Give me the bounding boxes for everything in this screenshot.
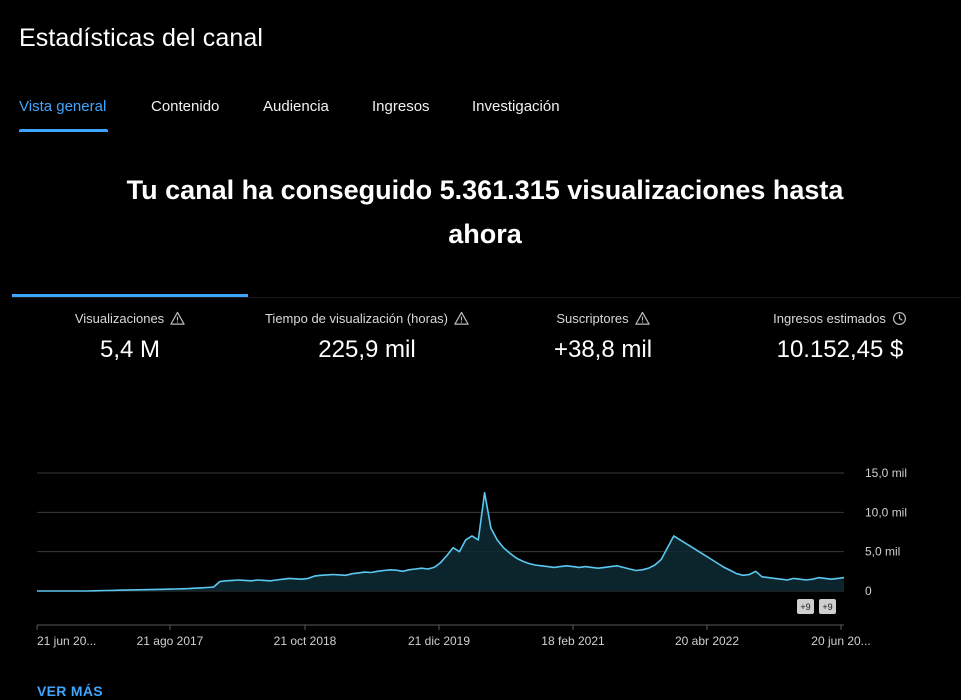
- metric-card-tiempo-visualizacion[interactable]: Tiempo de visualización (horas) 225,9 mi…: [252, 310, 482, 364]
- annotation-badge-label: +9: [822, 602, 832, 612]
- series-area: [37, 492, 844, 591]
- metric-label-row: Ingresos estimados: [773, 311, 907, 326]
- metric-label-row: Tiempo de visualización (horas): [265, 311, 469, 326]
- views-chart[interactable]: 15,0 mil 10,0 mil 5,0 mil 0 21 jun 20... 21 a…: [0, 455, 961, 665]
- x-tick-label: 21 oct 2018: [274, 634, 337, 648]
- x-tick-label: 20 abr 2022: [675, 634, 739, 648]
- annotation-badge[interactable]: [819, 599, 836, 614]
- metric-value: 10.152,45 $: [776, 336, 904, 363]
- metric-label: Suscriptores: [556, 311, 629, 326]
- annotation-badge[interactable]: [797, 599, 814, 614]
- x-tick-label: 21 dic 2019: [408, 634, 470, 648]
- active-tab-indicator: [19, 129, 108, 132]
- y-tick-label: 5,0 mil: [865, 545, 900, 559]
- warning-icon[interactable]: [454, 311, 469, 326]
- metric-label: Visualizaciones: [74, 311, 165, 326]
- tab-ingresos[interactable]: Ingresos: [372, 98, 430, 115]
- tab-bar: Vista general Contenido Audiencia Ingres…: [0, 90, 961, 134]
- metric-cards-divider: [12, 297, 961, 298]
- page-title: Estadísticas del canal: [19, 24, 263, 52]
- metric-value: 225,9 mil: [318, 336, 416, 363]
- tab-contenido[interactable]: Contenido: [151, 98, 220, 115]
- metric-card-suscriptores[interactable]: Suscriptores +38,8 mil: [513, 310, 693, 364]
- y-tick-label: 10,0 mil: [865, 505, 907, 519]
- x-tick-label: 18 feb 2021: [541, 634, 605, 648]
- tab-audiencia[interactable]: Audiencia: [263, 98, 329, 115]
- tab-investigacion[interactable]: Investigación: [472, 98, 560, 115]
- y-tick-label: 0: [865, 584, 872, 598]
- series-line[interactable]: [37, 491, 845, 592]
- metric-card-ingresos[interactable]: Ingresos estimados 10.152,45 $: [750, 310, 930, 364]
- x-tick-label: 21 jun 20...: [37, 634, 96, 648]
- metric-label-row: Visualizaciones: [75, 311, 185, 326]
- annotation-badge-label: +9: [800, 602, 810, 612]
- metric-card-visualizaciones[interactable]: Visualizaciones 5,4 M: [40, 310, 220, 364]
- metric-value: 5,4 M: [99, 336, 161, 363]
- metric-label: Tiempo de visualización (horas): [264, 311, 449, 326]
- selected-metric-indicator: [12, 294, 248, 298]
- x-tick-label: 21 ago 2017: [137, 634, 204, 648]
- warning-icon[interactable]: [170, 311, 185, 326]
- metric-label: Ingresos estimados: [773, 311, 886, 326]
- tab-vista-general[interactable]: Vista general: [19, 98, 107, 115]
- x-tick-label: 20 jun 20...: [811, 634, 870, 648]
- metric-label-row: Suscriptores: [556, 311, 650, 326]
- clock-icon[interactable]: [892, 311, 907, 326]
- y-tick-label: 15,0 mil: [865, 466, 907, 480]
- metric-value: +38,8 mil: [553, 336, 653, 363]
- headline: Tu canal ha conseguido 5.361.315 visuali…: [126, 175, 844, 249]
- see-more-link[interactable]: VER MÁS: [37, 683, 103, 699]
- warning-icon[interactable]: [634, 311, 650, 326]
